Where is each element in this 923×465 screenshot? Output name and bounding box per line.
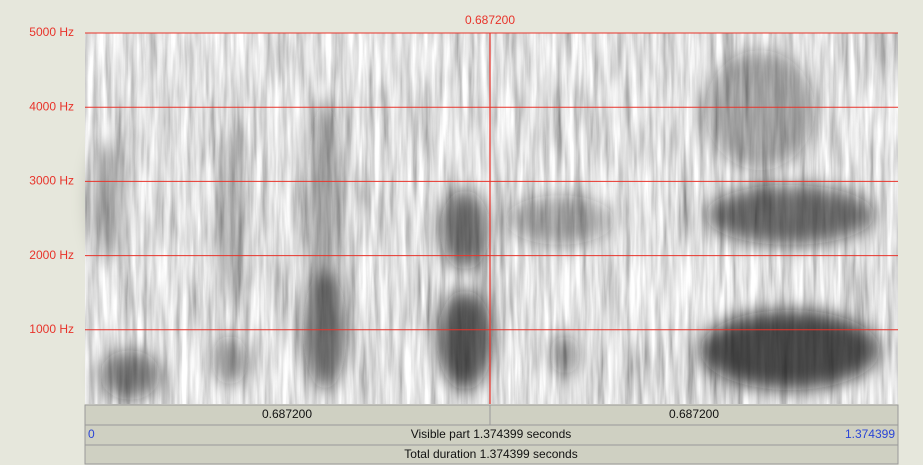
energy — [90, 140, 130, 260]
visible-start: 0 — [88, 427, 95, 441]
energy — [700, 310, 880, 390]
energy — [437, 290, 493, 390]
frequency-label: 5000 Hz — [29, 25, 74, 39]
frequency-label: 2000 Hz — [29, 248, 74, 262]
selection-bar[interactable] — [84, 404, 899, 426]
spectrogram — [85, 33, 898, 404]
energy — [440, 190, 490, 270]
frequency-label: 4000 Hz — [29, 99, 74, 113]
energy — [100, 350, 160, 400]
visible-end: 1.374399 — [845, 427, 895, 441]
frequency-grid: 5000 Hz 4000 Hz 3000 Hz 2000 Hz 1000 Hz — [29, 25, 898, 336]
energy — [307, 100, 343, 300]
visible-part: Visible part 1.374399 seconds — [411, 427, 572, 441]
right-part-duration: 0.687200 — [669, 407, 719, 421]
energy — [505, 195, 615, 245]
frequency-label: 1000 Hz — [29, 322, 74, 336]
cursor-time: 0.687200 — [465, 13, 515, 27]
energy — [705, 185, 875, 245]
frequency-label: 3000 Hz — [29, 174, 74, 188]
energy — [220, 130, 244, 310]
total-bar[interactable] — [84, 444, 899, 465]
energy — [212, 335, 248, 385]
energy — [550, 335, 580, 375]
energy — [705, 50, 815, 170]
left-part-duration: 0.687200 — [262, 407, 312, 421]
total-duration: Total duration 1.374399 seconds — [404, 447, 577, 461]
